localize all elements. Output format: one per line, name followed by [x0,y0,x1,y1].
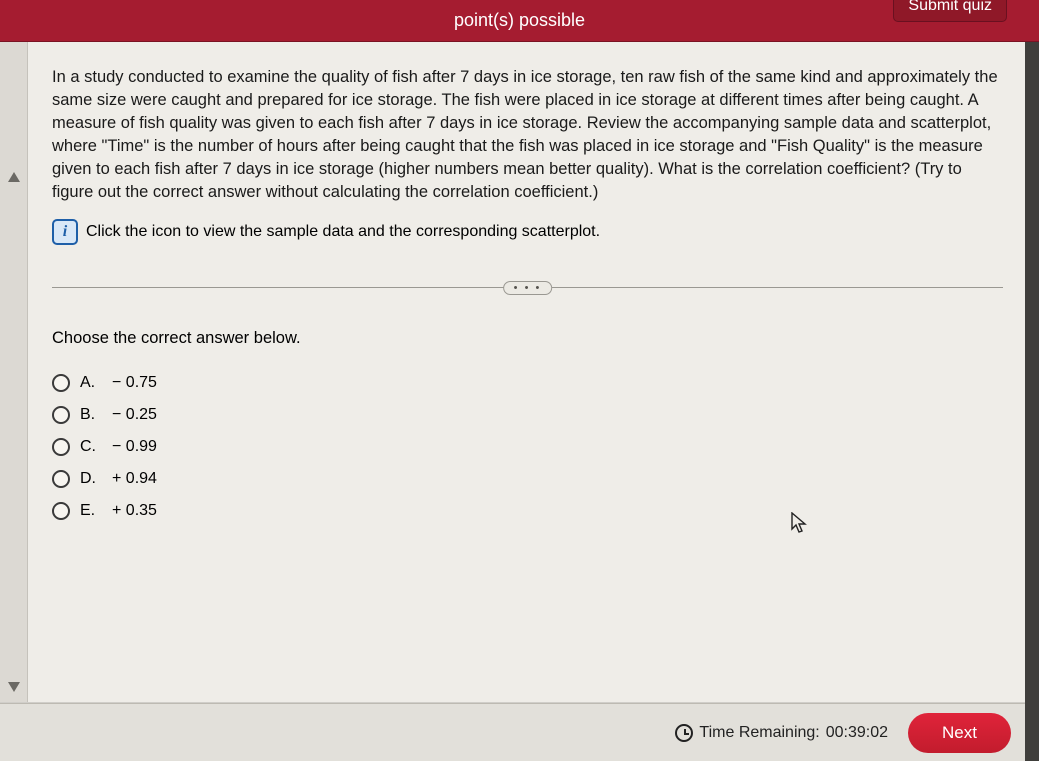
quiz-footer: Time Remaining: 00:39:02 Next [0,703,1039,761]
scroll-up-icon[interactable] [8,172,20,182]
option-text: − 0.99 [112,438,157,456]
radio-a[interactable] [52,374,70,392]
option-letter: E. [80,502,102,520]
view-data-link[interactable]: i Click the icon to view the sample data… [52,219,1003,245]
section-divider: • • • [52,281,1003,293]
divider-expand-icon[interactable]: • • • [503,281,553,295]
cursor-icon [791,512,809,540]
time-value: 00:39:02 [826,724,888,742]
option-letter: C. [80,438,102,456]
scroll-down-icon[interactable] [8,682,20,692]
option-b[interactable]: B. − 0.25 [52,406,1003,424]
option-text: + 0.35 [112,502,157,520]
option-c[interactable]: C. − 0.99 [52,438,1003,456]
option-d[interactable]: D. + 0.94 [52,470,1003,488]
submit-quiz-button[interactable]: Submit quiz [893,0,1007,22]
question-body: In a study conducted to examine the qual… [52,66,1003,205]
option-letter: D. [80,470,102,488]
next-button[interactable]: Next [908,713,1011,753]
option-a[interactable]: A. − 0.75 [52,374,1003,392]
option-e[interactable]: E. + 0.35 [52,502,1003,520]
question-panel: In a study conducted to examine the qual… [28,42,1039,702]
answer-options: A. − 0.75 B. − 0.25 C. − 0.99 D. + 0.94 … [52,374,1003,520]
right-edge-shadow [1025,42,1039,761]
view-data-text: Click the icon to view the sample data a… [86,223,600,241]
option-letter: A. [80,374,102,392]
radio-b[interactable] [52,406,70,424]
option-letter: B. [80,406,102,424]
content-area: In a study conducted to examine the qual… [0,42,1039,702]
option-text: − 0.25 [112,406,157,424]
answer-prompt: Choose the correct answer below. [52,329,1003,348]
radio-d[interactable] [52,470,70,488]
clock-icon [675,724,693,742]
info-icon[interactable]: i [52,219,78,245]
radio-e[interactable] [52,502,70,520]
time-label: Time Remaining: [699,724,819,742]
option-text: + 0.94 [112,470,157,488]
option-text: − 0.75 [112,374,157,392]
radio-c[interactable] [52,438,70,456]
quiz-header: point(s) possible Submit quiz [0,0,1039,42]
points-possible-text: point(s) possible [454,10,585,31]
left-scrollbar[interactable] [0,42,28,702]
time-remaining: Time Remaining: 00:39:02 [675,724,888,742]
